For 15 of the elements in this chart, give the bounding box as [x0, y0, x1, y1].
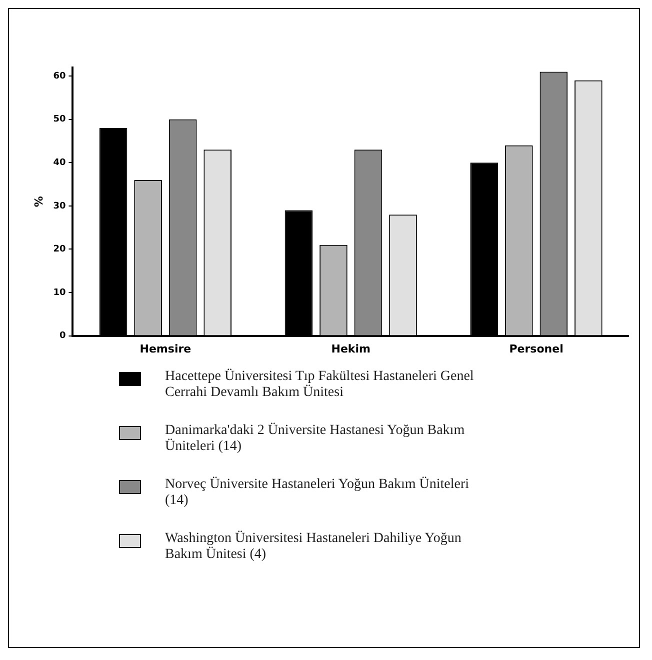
legend-label: Norveç Üniversite Hastaneleri Yoğun Bakım Üniteleri (14): [165, 477, 470, 509]
x-tick-label: Hemsire: [140, 342, 192, 356]
x-tick-label: Personel: [509, 342, 564, 356]
y-tick-label: 50: [53, 114, 66, 125]
x-tick-label: Hekim: [331, 342, 370, 356]
legend-label: Washington Üniversitesi Hastaneleri Dahiliye Yoğun Bakım Ünitesi (4): [165, 531, 462, 563]
y-tick-label: 20: [53, 244, 66, 255]
y-tick-label: 30: [53, 201, 66, 212]
legend-label: Danimarka'daki 2 Üniversite Hastanesi Yoğun Bakım Üniteleri (14): [165, 423, 466, 455]
y-tick-label: 60: [53, 71, 66, 82]
y-tick-label: 40: [53, 158, 66, 168]
y-tick-label: 10: [53, 288, 66, 298]
y-axis-title: %: [32, 196, 46, 208]
y-tick-label: 0: [59, 331, 66, 342]
legend-label: Hacettepe Üniversitesi Tıp Fakültesi Hastaneleri Genel Cerrahi Devamlı Bakım Ünitesi: [165, 369, 475, 401]
